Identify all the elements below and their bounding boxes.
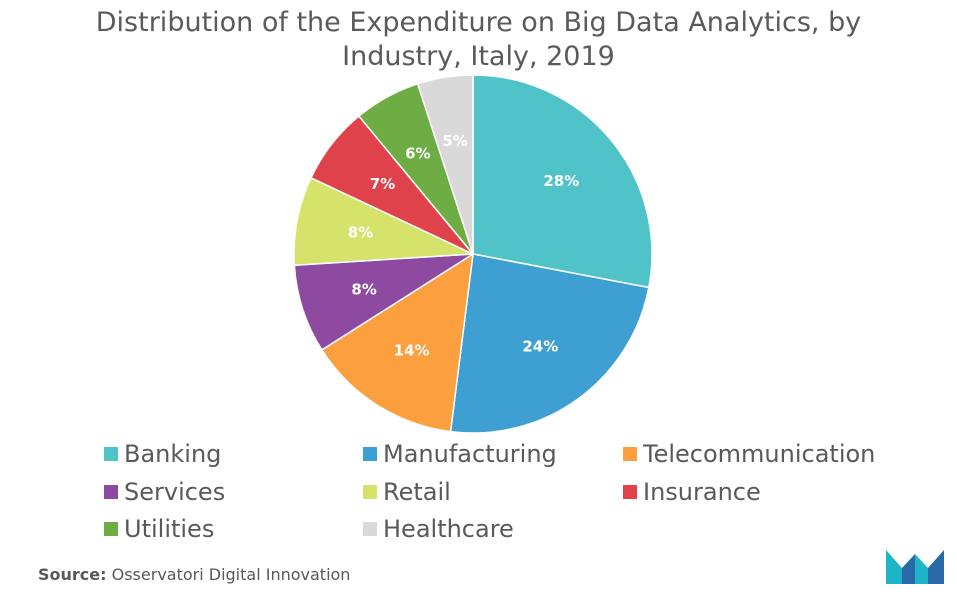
legend-swatch [104,522,118,536]
chart-title-line-1: Distribution of the Expenditure on Big D… [95,7,862,38]
legend-item-telecommunication: Telecommunication [623,438,875,470]
slice-label-services: 8% [351,280,376,298]
source-label: Source: [38,565,107,584]
slice-label-utilities: 6% [405,145,430,163]
pie-slice-retail [293,176,474,267]
legend-label: Utilities [124,515,215,543]
legend-item-banking: Banking [104,438,221,470]
slice-label-retail: 8% [348,224,373,242]
pie-slice-banking [472,74,653,289]
chart-title: Distribution of the Expenditure on Big D… [0,6,957,74]
legend-label: Insurance [643,478,761,506]
pie-slice-services [293,253,474,351]
slice-label-banking: 28% [543,172,579,190]
source-note: Source: Osservatori Digital Innovation [38,565,350,584]
legend-item-manufacturing: Manufacturing [363,438,557,470]
legend-item-utilities: Utilities [104,513,214,545]
slice-label-manufacturing: 24% [522,338,558,356]
legend-item-services: Services [104,476,225,508]
legend-item-insurance: Insurance [623,476,761,508]
legend-swatch [623,485,637,499]
chart-title-line-2: Industry, Italy, 2019 [342,41,615,72]
legend-swatch [104,485,118,499]
legend-label: Retail [383,478,451,506]
legend-label: Healthcare [383,515,514,543]
pie-slice-manufacturing [449,253,650,434]
slice-label-healthcare: 5% [442,132,467,150]
legend-label: Banking [124,440,222,468]
legend-swatch [363,485,377,499]
legend-swatch [363,447,377,461]
legend-swatch [104,447,118,461]
legend-label: Services [124,478,226,506]
slice-label-insurance: 7% [370,175,395,193]
pie-chart: 28% 24% 14% 8% 8% 7% 6% 5% [293,74,653,434]
mordor-intelligence-logo-icon [886,550,944,584]
slice-label-telecommunication: 14% [394,342,430,360]
pie-slice-telecommunication [320,252,474,433]
legend-label: Telecommunication [643,440,876,468]
legend-item-healthcare: Healthcare [363,513,514,545]
legend-label: Manufacturing [383,440,557,468]
pie-slice-healthcare [416,74,474,255]
source-text: Osservatori Digital Innovation [111,565,351,584]
legend-swatch [623,447,637,461]
legend-swatch [363,522,377,536]
legend-item-retail: Retail [363,476,451,508]
